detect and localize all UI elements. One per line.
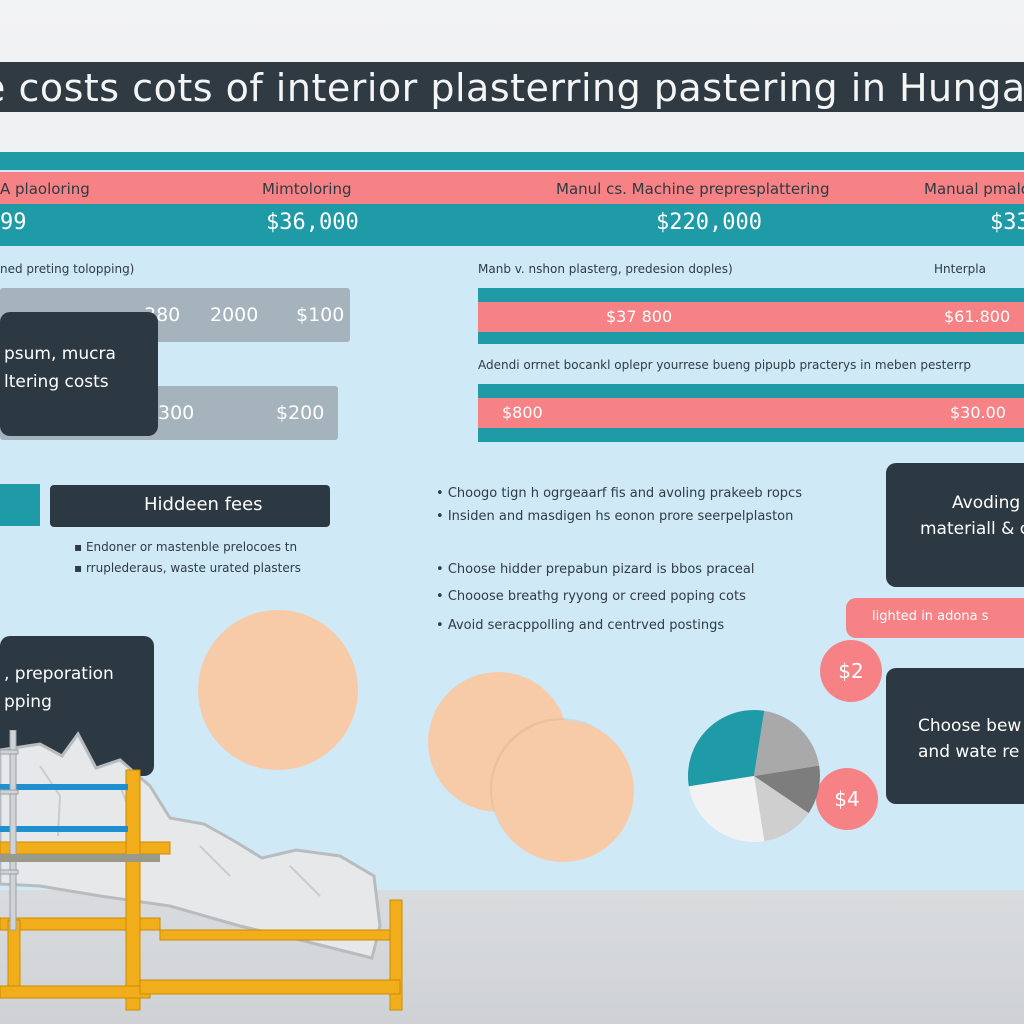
right-bar-1-bottom	[478, 332, 1024, 344]
floor	[0, 890, 1024, 1024]
middle-bullet-4: Chooose breathg ryyong or creed poping c…	[436, 589, 746, 604]
right-bar-1	[478, 302, 1024, 332]
right-info-box-bottom-line-1: Choose bew	[918, 716, 1022, 736]
header-price-3: $220,000	[656, 210, 762, 235]
left-info-box-1-line-1: psum, mucra	[4, 344, 116, 364]
coin-1: $2	[820, 640, 882, 702]
pie-chart	[688, 710, 820, 842]
header-price-strip	[0, 204, 1024, 246]
hidden-bullet-2: rruplederaus, waste urated plasters	[74, 561, 301, 575]
header-label-2: Mimtoloring	[262, 180, 352, 198]
pie-slice-3	[754, 765, 820, 814]
peach-circle-left	[198, 610, 358, 770]
right-info-box-bottom-line-2: and wate re	[918, 742, 1020, 762]
left-pill-1-value-2: 2000	[210, 304, 259, 326]
left-info-box-1-line-2: ltering costs	[4, 372, 109, 392]
pink-label-text: lighted in adona s	[872, 609, 989, 624]
left-pill-2-value-2: $200	[276, 402, 325, 424]
header-top-strip	[0, 152, 1024, 170]
right-note-2: Adendi orrnet bocankl oplepr yourrese bu…	[478, 358, 972, 372]
pie-slice-1	[688, 710, 765, 787]
middle-bullet-5: Avoid seracppolling and centrved posting…	[436, 618, 724, 633]
title-band: e costs cots of interior plasterring pas…	[0, 62, 1024, 112]
header-price-2: $36,000	[266, 210, 359, 235]
middle-bullet-3: Choose hidder prepabun pizard is bbos pr…	[436, 562, 755, 577]
left-info-box-1: psum, mucra ltering costs	[0, 312, 158, 436]
hidden-fees-box: Hiddeen fees	[50, 485, 330, 527]
right-bar-2	[478, 398, 1024, 428]
left-info-box-2-line-2: pping	[4, 692, 52, 712]
header-label-strip	[0, 172, 1024, 204]
right-bar-2-value-2: $30.00	[950, 403, 1006, 422]
right-bar-2-bottom	[478, 428, 1024, 442]
left-pill-1-value-3: $100	[296, 304, 345, 326]
pink-label-pill: lighted in adona s	[846, 598, 1024, 638]
pie-slice-2	[754, 710, 820, 776]
header-label-4: Manual pmalo	[924, 180, 1024, 198]
page-title: e costs cots of interior plasterring pas…	[0, 66, 1024, 110]
hidden-fees-label: Hiddeen fees	[144, 494, 263, 515]
left-info-box-2-line-1: , preporation	[4, 664, 114, 684]
header-price-4: $33	[990, 210, 1024, 235]
middle-bullet-1: Choogo tign h ogrgeaarf fis and avoling …	[436, 486, 802, 501]
middle-bullet-2: Insiden and masdigen hs eonon prore seer…	[436, 509, 794, 524]
right-note-1-end: Hnterpla	[934, 262, 986, 276]
right-bar-2-value-1: $800	[502, 403, 543, 422]
header-label-1: A plaoloring	[0, 180, 90, 198]
coin-2: $4	[816, 768, 878, 830]
header-price-1: 99	[0, 210, 27, 235]
scaffold	[0, 730, 403, 1011]
left-note: ned preting tolopping)	[0, 262, 135, 276]
hidden-bullet-1: Endoner or mastenble prelocoes tn	[74, 540, 297, 554]
pie-slice-4	[754, 776, 809, 842]
header-label-3: Manul cs. Machine prepresplattering	[556, 180, 830, 198]
right-bar-1-value-1: $37 800	[606, 307, 673, 326]
right-info-box-top: Avoding materiall & c	[886, 463, 1024, 587]
peach-circle-middle-2	[492, 720, 634, 862]
right-bar-2-top	[478, 384, 1024, 398]
right-info-box-bottom: Choose bew and wate re	[886, 668, 1024, 804]
right-note-1: Manb v. nshon plasterg, predesion doples…	[478, 262, 733, 276]
right-bar-1-top	[478, 288, 1024, 302]
left-pill-2-value-1: 300	[158, 402, 195, 424]
teal-marker	[0, 484, 40, 526]
pie-slice-5	[688, 776, 765, 842]
right-bar-1-value-2: $61.800	[944, 307, 1011, 326]
right-info-box-top-line-1: Avoding	[952, 493, 1021, 513]
right-info-box-top-line-2: materiall & c	[920, 519, 1024, 539]
